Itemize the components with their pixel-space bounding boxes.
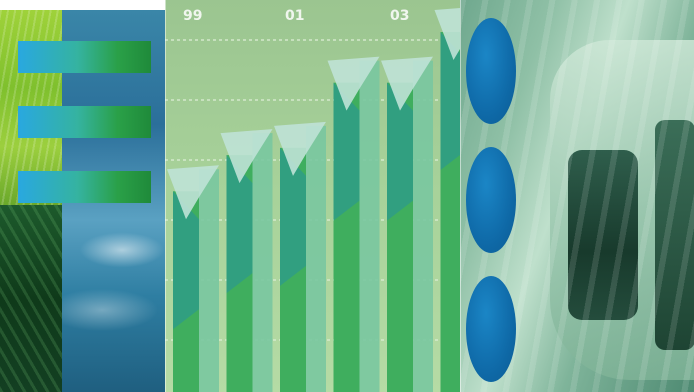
bar-side <box>253 133 273 392</box>
bar-graphic-panel: 99 01 03 <box>165 0 460 392</box>
decorative-bar-graphic: 99 01 03 <box>165 0 460 392</box>
bar-side <box>413 61 433 392</box>
bar-side <box>199 169 219 392</box>
blue-circle-1 <box>466 18 516 124</box>
foliage-image <box>0 205 62 392</box>
gradient-tab-2 <box>18 106 151 138</box>
year-label: 01 <box>285 8 304 24</box>
bar-side <box>360 61 380 392</box>
blue-circle-3 <box>466 276 516 382</box>
blue-circle-2 <box>466 147 516 253</box>
panel-divider <box>460 0 461 392</box>
panel-divider <box>165 0 166 392</box>
year-label: 99 <box>183 8 202 24</box>
gradient-tab-3 <box>18 171 151 203</box>
nature-photo-panel <box>0 0 165 392</box>
bar-side <box>306 126 326 392</box>
gradient-tab-1 <box>18 41 151 73</box>
train-photo-panel <box>460 0 694 392</box>
year-label: 03 <box>390 8 409 24</box>
